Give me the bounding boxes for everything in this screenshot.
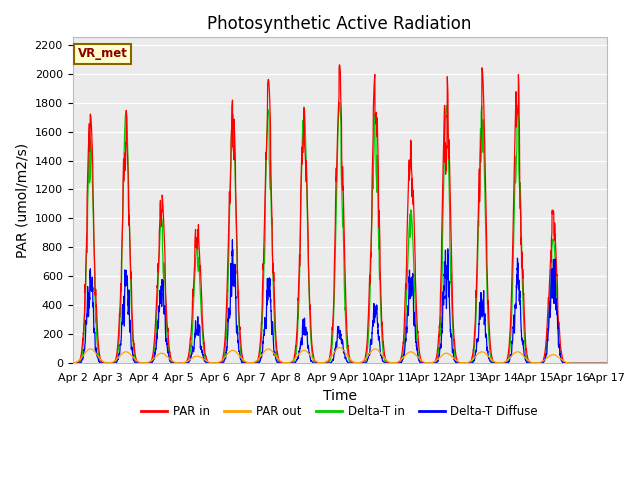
Title: Photosynthetic Active Radiation: Photosynthetic Active Radiation [207,15,472,33]
X-axis label: Time: Time [323,389,356,403]
Legend: PAR in, PAR out, Delta-T in, Delta-T Diffuse: PAR in, PAR out, Delta-T in, Delta-T Dif… [136,400,543,423]
Text: VR_met: VR_met [78,47,128,60]
Y-axis label: PAR (umol/m2/s): PAR (umol/m2/s) [15,143,29,258]
